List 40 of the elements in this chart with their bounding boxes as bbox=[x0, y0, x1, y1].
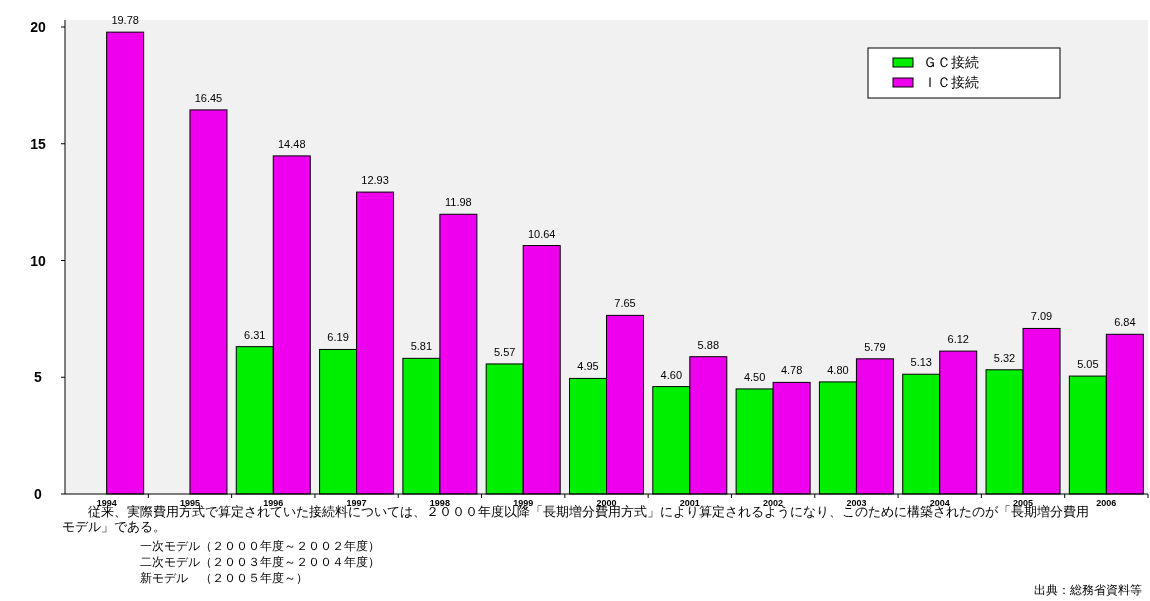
data-label: 12.93 bbox=[361, 174, 389, 187]
data-label: 6.84 bbox=[1114, 316, 1136, 329]
text: 一次モデル（２０００年度～２００２年度） bbox=[140, 539, 380, 553]
data-label: 4.78 bbox=[780, 364, 803, 377]
x-tick-label: 2006 bbox=[1096, 498, 1117, 508]
source-note: 出典：総務省資料等 bbox=[1034, 583, 1142, 597]
data-label: 6.31 bbox=[244, 328, 266, 341]
data-label: 5.32 bbox=[993, 351, 1016, 364]
data-label: 5.05 bbox=[1077, 358, 1099, 371]
legend-label: ＩＣ接続 bbox=[923, 74, 979, 90]
text: 二次モデル（２００３年度～２００４年度） bbox=[140, 555, 380, 569]
data-label: 19.78 bbox=[111, 14, 139, 27]
data-label: 7.09 bbox=[1030, 310, 1053, 323]
data-label: 16.45 bbox=[194, 91, 223, 104]
x-tick-label: 1998 bbox=[429, 498, 450, 508]
data-label: 6.19 bbox=[327, 331, 349, 344]
data-label: 14.48 bbox=[278, 137, 306, 150]
data-label: 5.79 bbox=[864, 340, 886, 353]
y-tick-label: 20 bbox=[30, 19, 46, 35]
data-label: 4.80 bbox=[827, 363, 849, 376]
y-tick-label: 5 bbox=[34, 369, 43, 386]
data-label: 6.12 bbox=[947, 333, 969, 346]
data-label: 4.50 bbox=[743, 370, 766, 383]
data-label: 4.60 bbox=[660, 368, 683, 381]
data-label: 4.95 bbox=[577, 360, 599, 373]
data-label: 10.64 bbox=[527, 227, 556, 240]
y-tick-label: 10 bbox=[30, 252, 46, 269]
data-label: 5.81 bbox=[410, 340, 433, 353]
data-label: 7.65 bbox=[614, 297, 636, 310]
legend-label: ＧＣ接続 bbox=[923, 54, 979, 70]
data-label: 11.98 bbox=[445, 196, 472, 209]
data-label: 5.57 bbox=[493, 345, 516, 358]
y-tick-label: 15 bbox=[30, 135, 46, 152]
y-tick-label: 0 bbox=[34, 486, 43, 502]
text: 新モデル （２００５年度～） bbox=[140, 571, 308, 585]
data-label: 5.88 bbox=[697, 338, 720, 351]
data-label: 5.13 bbox=[910, 356, 932, 369]
x-tick-label: 1996 bbox=[263, 498, 284, 508]
x-tick-label: 1997 bbox=[346, 498, 367, 508]
x-tick-label: 2003 bbox=[846, 498, 867, 508]
